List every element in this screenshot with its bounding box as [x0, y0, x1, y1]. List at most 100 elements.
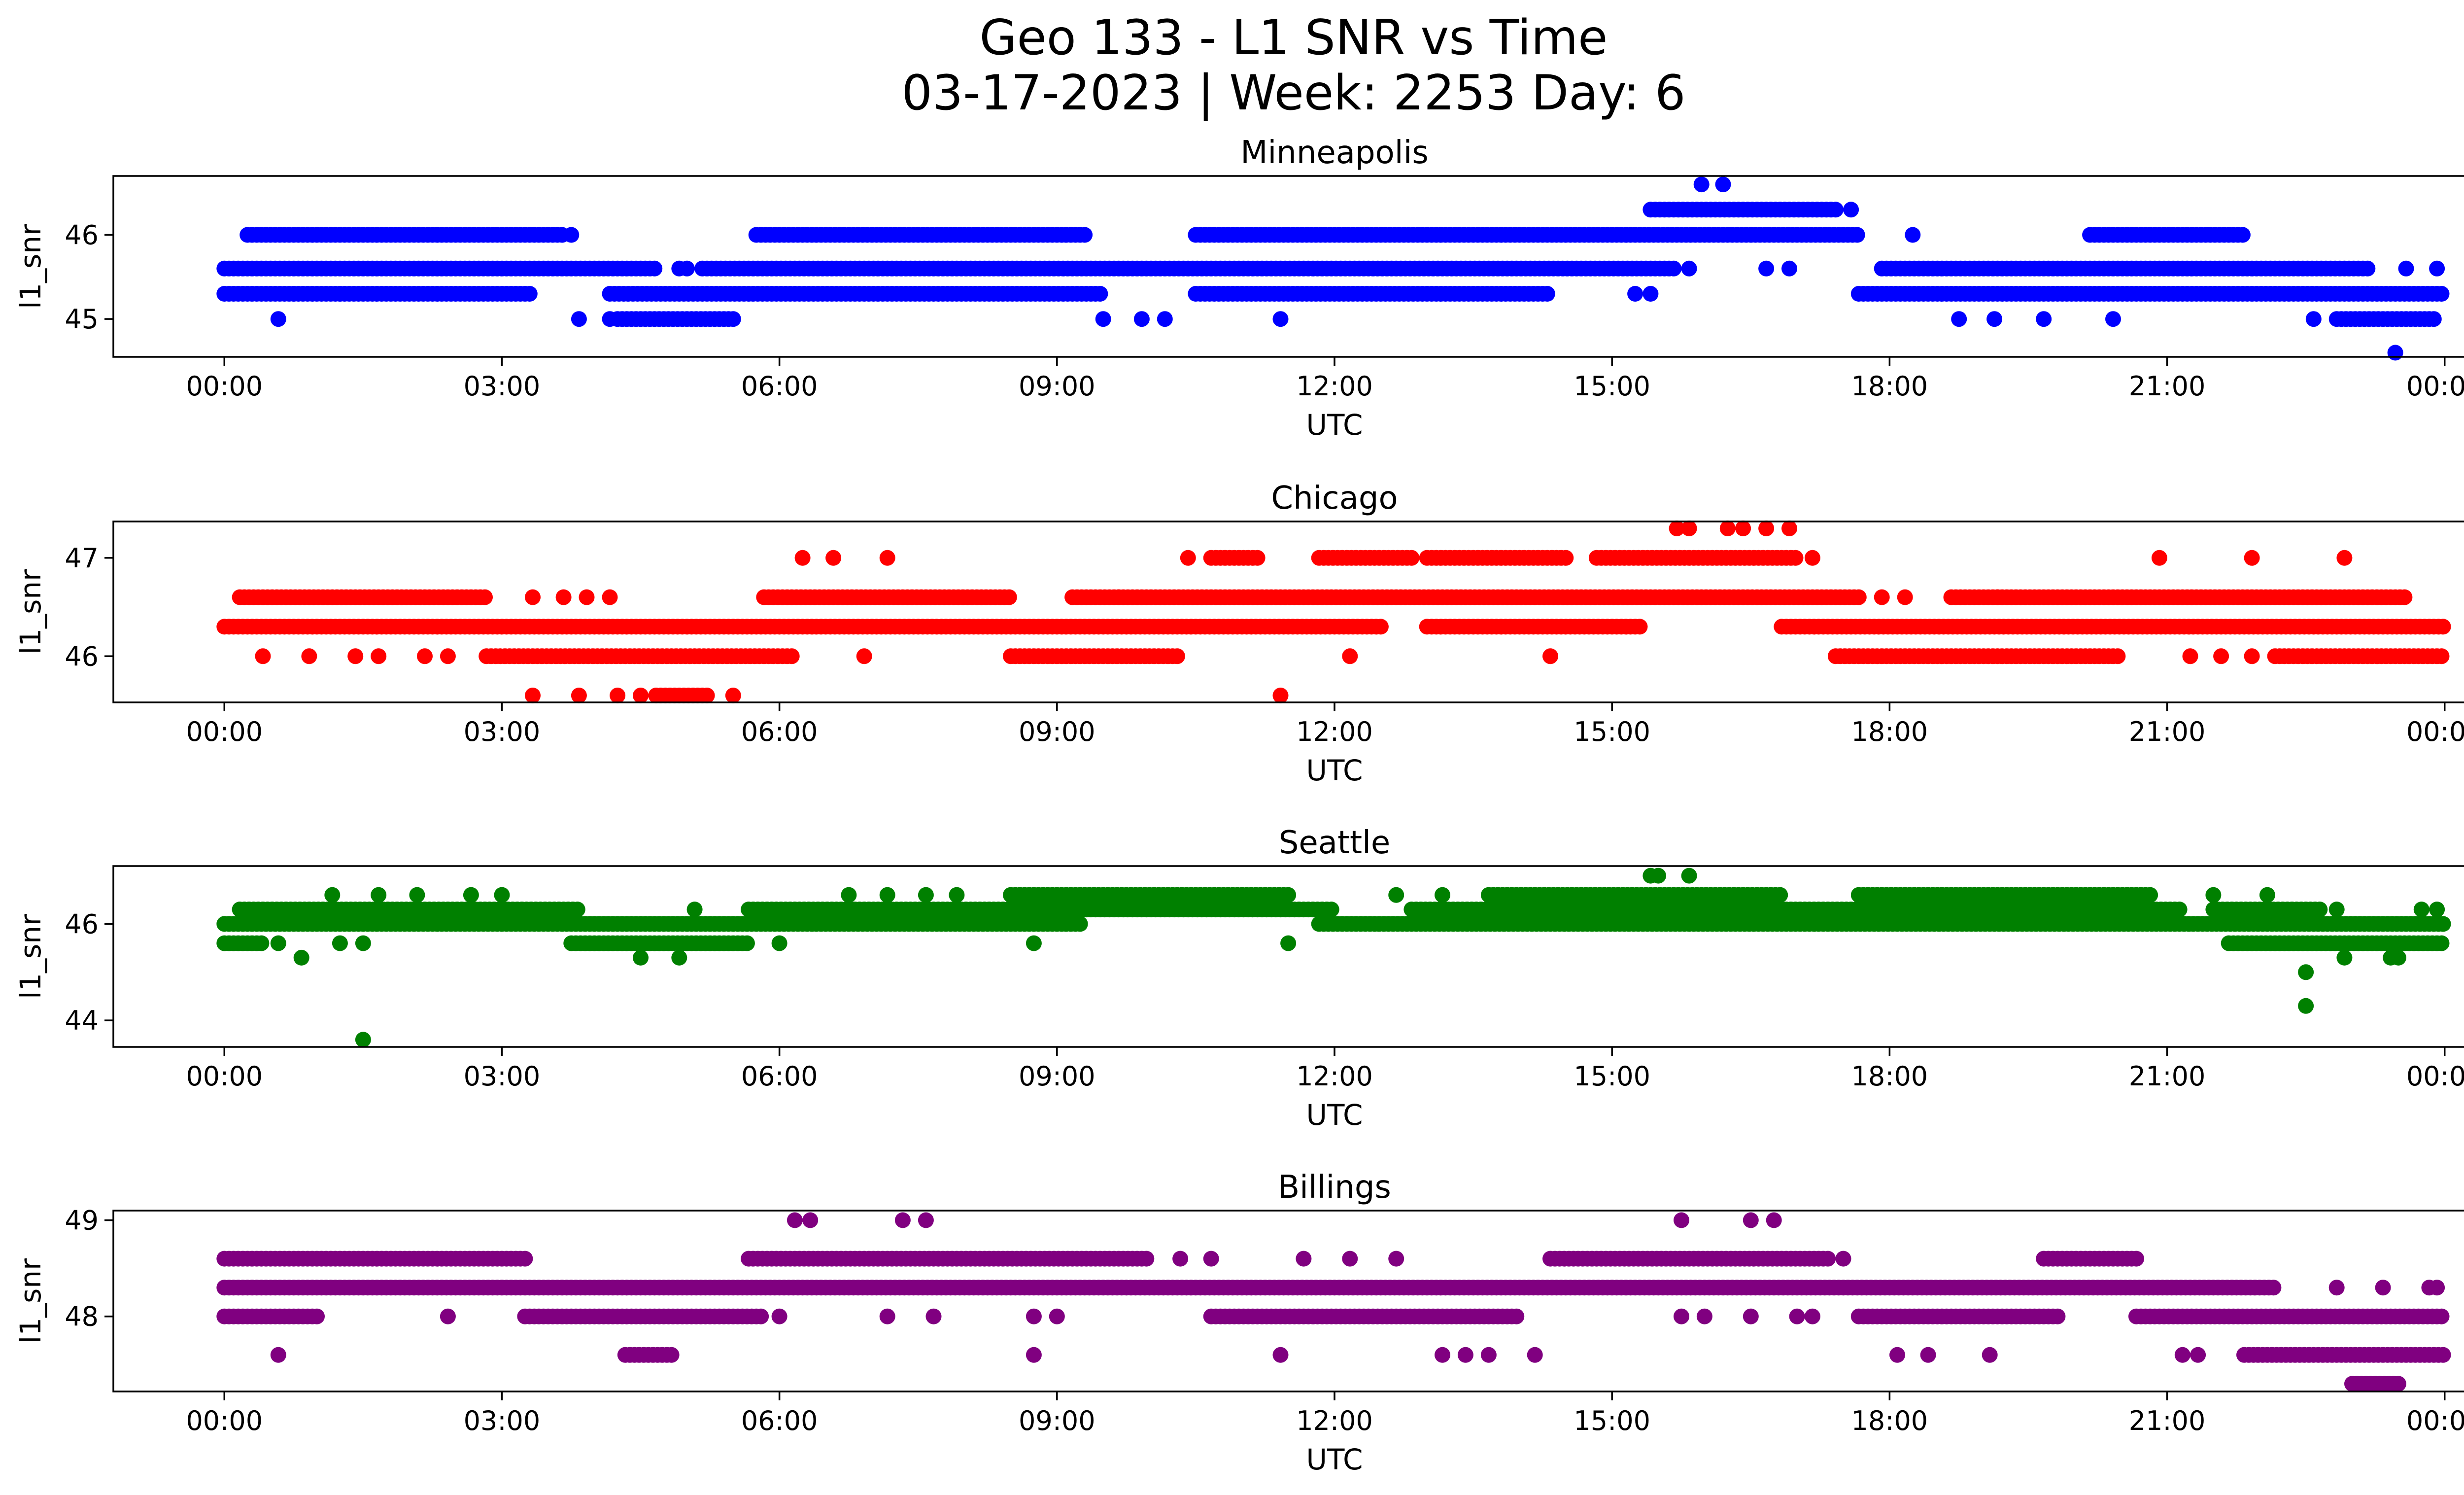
- data-point: [879, 887, 895, 903]
- data-point: [332, 286, 348, 302]
- data-point: [1835, 1251, 1851, 1267]
- data-point: [1951, 311, 1967, 327]
- data-point: [1272, 311, 1289, 327]
- data-point: [918, 887, 934, 903]
- data-point: [571, 688, 587, 703]
- x-tick-label: 06:00: [741, 1061, 818, 1092]
- y-axis-label: l1_snr: [14, 914, 47, 999]
- data-point: [270, 1347, 286, 1363]
- data-point: [2435, 916, 2451, 932]
- data-point: [2298, 964, 2314, 980]
- data-point: [1681, 260, 1697, 277]
- data-point: [1889, 1347, 1905, 1363]
- y-tick-label: 46: [65, 219, 99, 250]
- data-point: [409, 887, 425, 903]
- data-point: [286, 286, 302, 302]
- data-point: [270, 935, 286, 951]
- data-point: [784, 648, 800, 664]
- data-point: [371, 648, 387, 664]
- x-tick-label: 03:00: [464, 371, 541, 402]
- data-point: [1681, 521, 1697, 536]
- data-point: [1072, 916, 1088, 932]
- data-point: [1388, 1251, 1404, 1267]
- data-point: [679, 260, 695, 277]
- x-tick-label: 00:00: [186, 716, 263, 747]
- figure-title-line-2: 03-17-2023 | Week: 2253 Day: 6: [902, 65, 1686, 121]
- y-tick-label: 46: [65, 641, 99, 672]
- data-point: [1849, 227, 1865, 243]
- data-point: [2298, 998, 2314, 1014]
- data-point: [1372, 619, 1389, 635]
- data-point: [771, 1308, 787, 1324]
- data-point: [324, 887, 341, 903]
- data-point: [355, 935, 371, 951]
- x-tick-label: 00:00: [2406, 371, 2464, 402]
- x-tick-label: 15:00: [1574, 371, 1650, 402]
- x-tick-label: 00:00: [2406, 1061, 2464, 1092]
- data-point: [517, 1251, 533, 1267]
- data-point: [2171, 902, 2188, 918]
- data-point: [2433, 648, 2450, 664]
- data-point: [1758, 521, 1775, 536]
- data-point: [440, 648, 456, 664]
- data-point: [2110, 648, 2126, 664]
- data-point: [1527, 1347, 1543, 1363]
- data-point: [301, 648, 317, 664]
- data-point: [2174, 1347, 2190, 1363]
- x-tick-label: 12:00: [1296, 716, 1373, 747]
- x-tick-label: 15:00: [1574, 716, 1650, 747]
- data-point: [633, 949, 649, 966]
- data-point: [1982, 1347, 1998, 1363]
- data-point: [1172, 1251, 1189, 1267]
- x-tick-label: 18:00: [1851, 1405, 1928, 1436]
- x-tick-label: 21:00: [2129, 1061, 2206, 1092]
- data-point: [1049, 1308, 1065, 1324]
- data-point: [1804, 1308, 1820, 1324]
- data-point: [2312, 902, 2328, 918]
- x-tick-label: 18:00: [1851, 371, 1928, 402]
- data-point: [753, 1308, 769, 1324]
- data-point: [2205, 887, 2222, 903]
- data-point: [1026, 1308, 1042, 1324]
- data-point: [918, 1212, 934, 1228]
- y-axis-label: l1_snr: [14, 224, 47, 309]
- data-point: [771, 935, 787, 951]
- data-point: [525, 688, 541, 703]
- data-point: [1789, 1308, 1805, 1324]
- data-point: [1323, 902, 1339, 918]
- data-point: [1696, 1308, 1712, 1324]
- data-point: [1850, 589, 1867, 605]
- x-tick-label: 00:00: [2406, 716, 2464, 747]
- data-point: [1169, 648, 1185, 664]
- data-point: [563, 227, 580, 243]
- data-point: [602, 589, 618, 605]
- data-point: [2390, 1376, 2406, 1392]
- data-point: [1403, 550, 1420, 566]
- data-point: [2396, 589, 2413, 605]
- data-point: [894, 1212, 911, 1228]
- subplot-title: Billings: [1278, 1169, 1391, 1206]
- figure-title-line-1: Geo 133 - L1 SNR vs Time: [980, 10, 1608, 66]
- data-point: [2151, 550, 2167, 566]
- data-point: [794, 550, 811, 566]
- data-point: [1719, 521, 1736, 536]
- data-point: [2328, 1280, 2345, 1296]
- data-point: [802, 1212, 819, 1228]
- data-point: [494, 887, 510, 903]
- data-point: [2360, 260, 2376, 277]
- data-point: [440, 1308, 456, 1324]
- data-point: [1480, 1347, 1497, 1363]
- subplot-title: Chicago: [1271, 480, 1398, 517]
- data-point: [1157, 311, 1173, 327]
- data-point: [633, 688, 649, 703]
- data-point: [1388, 887, 1404, 903]
- data-point: [521, 286, 538, 302]
- data-point: [1772, 887, 1788, 903]
- data-point: [2429, 1280, 2445, 1296]
- x-tick-label: 00:00: [186, 1061, 263, 1092]
- x-tick-label: 06:00: [741, 716, 818, 747]
- data-point: [332, 935, 348, 951]
- data-point: [347, 648, 364, 664]
- data-point: [725, 311, 741, 327]
- data-point: [725, 688, 741, 703]
